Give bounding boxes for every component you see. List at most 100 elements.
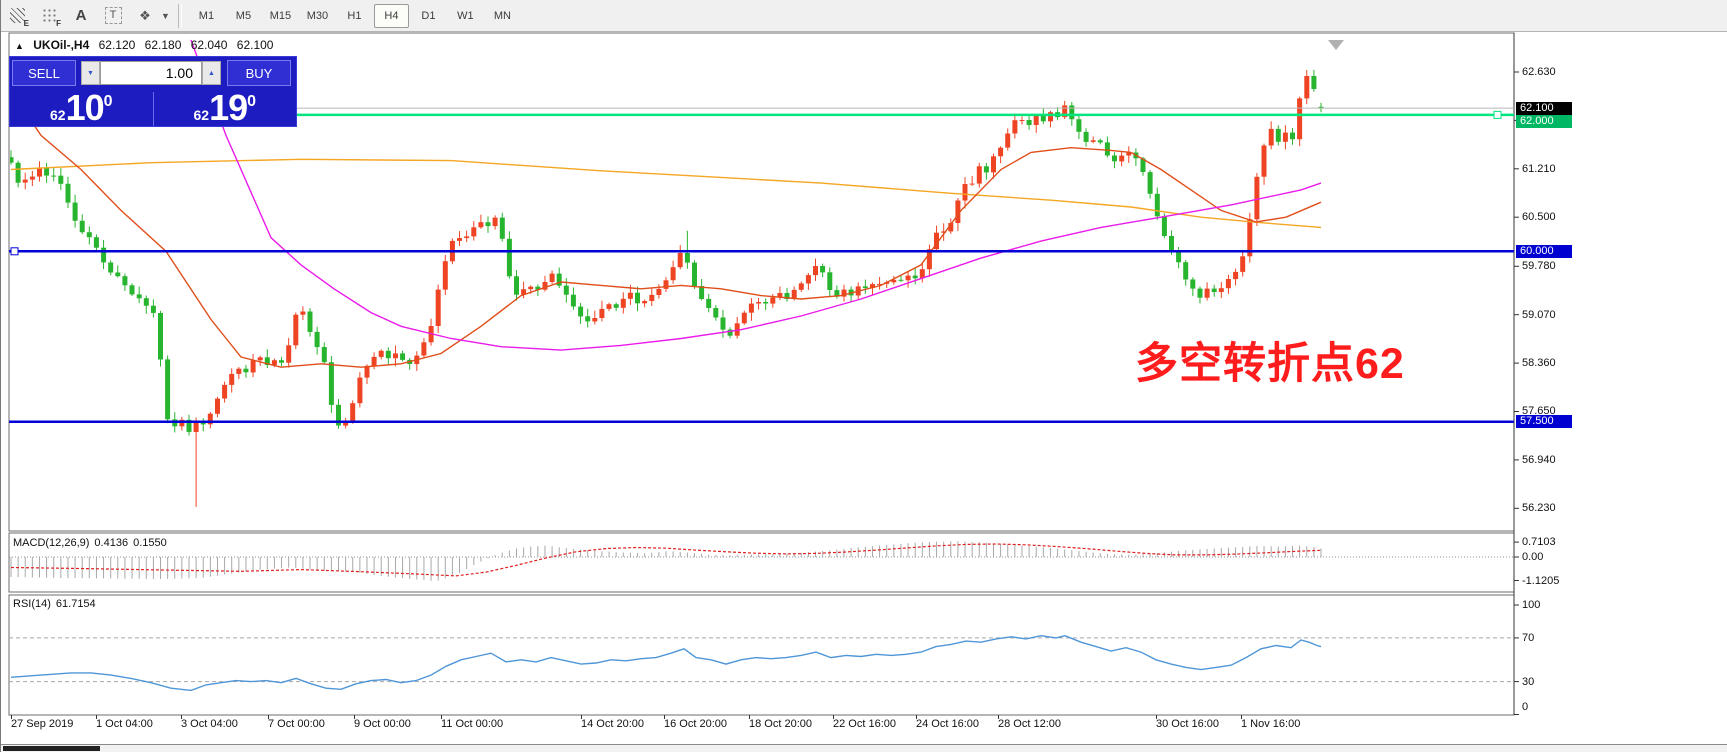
price-tick-60.500: 60.500 [1522, 211, 1556, 224]
rsi-line [10, 634, 1322, 692]
macd-tick--1.1205: -1.1205 [1522, 574, 1560, 587]
ellipse-tool-letter: E [23, 18, 29, 28]
ohlc-low: 62.040 [190, 38, 228, 52]
rsi-value: 61.7154 [55, 598, 96, 610]
buy-button[interactable]: BUY [227, 60, 291, 86]
sell-button[interactable]: SELL [12, 60, 76, 86]
price-tick-62.630: 62.630 [1522, 66, 1556, 78]
rsi-tick-70: 70 [1522, 631, 1535, 644]
volume-input[interactable] [100, 61, 202, 85]
date-label: 14 Oct 20:00 [581, 718, 644, 730]
date-label: 11 Oct 00:00 [441, 718, 504, 730]
timeframe-MN[interactable]: MN [493, 9, 511, 22]
price-tick-59.070: 59.070 [1522, 308, 1556, 321]
text-tool-icon: A [75, 7, 87, 24]
level-price-box-60.000: 60.000 [1516, 244, 1572, 258]
timeframe-bar: M1 M5 M15 M30 H1 H4 D1 W1 MN [188, 3, 521, 28]
arrow-markers-icon: ❖ [139, 7, 151, 23]
ma-slow-orange [10, 158, 1322, 229]
date-label: 27 Sep 2019 [11, 718, 74, 730]
scrollbar-thumb[interactable] [3, 746, 100, 751]
hline-handle[interactable] [10, 247, 19, 256]
date-label: 7 Oct 00:00 [268, 718, 325, 730]
volume-decrease-button[interactable]: ▼ [81, 61, 100, 85]
macd-tick-0.7103: 0.7103 [1522, 536, 1556, 549]
timeframe-M5[interactable]: M5 [235, 9, 252, 22]
price-tick-59.780: 59.780 [1522, 260, 1556, 273]
timeframe-H4[interactable]: H4 [373, 3, 409, 28]
text-label-tool-icon: T [104, 7, 122, 24]
macd-signal-line [10, 543, 1322, 577]
date-label: 9 Oct 00:00 [354, 718, 411, 730]
sell-price-display[interactable]: 62100 [10, 90, 153, 126]
macd-signal-value: 0.1550 [133, 537, 167, 549]
toolbar: E F A T ❖ ▼ M1 M5 M15 M30 H1 H4 D1 W1 MN [1, 0, 1727, 32]
macd-panel [8, 532, 1515, 593]
macd-name: MACD(12,26,9) [13, 537, 90, 549]
one-click-trading-panel: SELL ▼ ▲ BUY 62100 62190 [9, 56, 297, 127]
date-label: 16 Oct 20:00 [664, 718, 727, 730]
fibonacci-tool-icon [41, 8, 57, 23]
rsi-tick-100: 100 [1522, 599, 1541, 611]
date-label: 30 Oct 16:00 [1156, 718, 1219, 730]
buy-price-whole: 62 [193, 107, 210, 123]
ellipse-tool-button[interactable]: E [4, 4, 30, 28]
rsi-label: RSI(14) 61.7154 [13, 598, 101, 610]
fibonacci-tool-button[interactable]: F [36, 4, 62, 28]
symbol-label: UKOil-,H4 [33, 38, 90, 52]
rsi-tick-30: 30 [1522, 675, 1535, 688]
ohlc-close: 62.100 [236, 38, 274, 52]
date-label: 22 Oct 16:00 [833, 718, 896, 730]
current-price-box: 62.100 [1516, 101, 1572, 115]
price-tick-56.940: 56.940 [1522, 453, 1556, 466]
text-label-tool-button[interactable]: T [100, 4, 126, 28]
sell-price-sup: 0 [103, 93, 113, 110]
level-price-box-57.500: 57.500 [1516, 415, 1572, 429]
rsi-panel [8, 594, 1515, 716]
sell-price-big: 10 [65, 87, 105, 128]
ellipse-tool-icon [9, 8, 25, 23]
date-label: 28 Oct 12:00 [998, 718, 1061, 730]
buy-price-display[interactable]: 62190 [154, 90, 297, 126]
horizontal-scrollbar[interactable] [1, 744, 1727, 752]
ohlc-open: 62.120 [98, 38, 136, 52]
sell-price-whole: 62 [49, 107, 66, 123]
ohlc-high: 62.180 [144, 38, 182, 52]
ma-long-magenta [190, 39, 1322, 351]
buy-price-sup: 0 [247, 93, 257, 110]
date-label: 18 Oct 20:00 [749, 718, 812, 730]
macd-label: MACD(12,26,9) 0.4136 0.1550 [13, 537, 172, 549]
timeframe-M30[interactable]: M30 [306, 9, 329, 22]
collapse-arrow-icon[interactable]: ▲ [15, 41, 24, 51]
timeframe-W1[interactable]: W1 [457, 9, 474, 22]
hline-handle[interactable] [1493, 110, 1502, 119]
price-tick-56.230: 56.230 [1522, 502, 1556, 515]
level-price-box-62.000: 62.000 [1516, 114, 1572, 128]
chart-shift-marker-icon [1328, 40, 1344, 50]
price-tick-61.210: 61.210 [1522, 162, 1556, 175]
price-divider [152, 92, 154, 126]
price-tick-58.360: 58.360 [1522, 357, 1556, 370]
timeframe-M15[interactable]: M15 [269, 9, 292, 22]
candlestick-series [10, 69, 1324, 507]
toolbar-separator [177, 3, 182, 28]
price-tick-57.650: 57.650 [1522, 405, 1556, 418]
text-tool-button[interactable]: A [68, 4, 94, 28]
date-label: 1 Oct 04:00 [96, 718, 153, 730]
ma-mid-vermilion [10, 90, 1322, 368]
rsi-name: RSI(14) [13, 598, 51, 610]
buy-price-big: 19 [209, 87, 248, 128]
date-label: 1 Nov 16:00 [1241, 718, 1301, 730]
volume-increase-button[interactable]: ▲ [202, 61, 221, 85]
macd-main-value: 0.4136 [94, 537, 129, 549]
timeframe-H1[interactable]: H1 [347, 9, 362, 22]
timeframe-M1[interactable]: M1 [198, 9, 215, 22]
arrows-dropdown-caret-icon[interactable]: ▼ [161, 10, 170, 21]
chart-title: ▲ UKOil-,H4 62.120 62.180 62.040 62.100 [15, 38, 279, 52]
fibonacci-tool-letter: F [56, 18, 61, 28]
timeframe-D1[interactable]: D1 [421, 9, 436, 22]
rsi-tick-0: 0 [1522, 701, 1529, 713]
arrow-markers-tool-button[interactable]: ❖ [132, 4, 158, 28]
